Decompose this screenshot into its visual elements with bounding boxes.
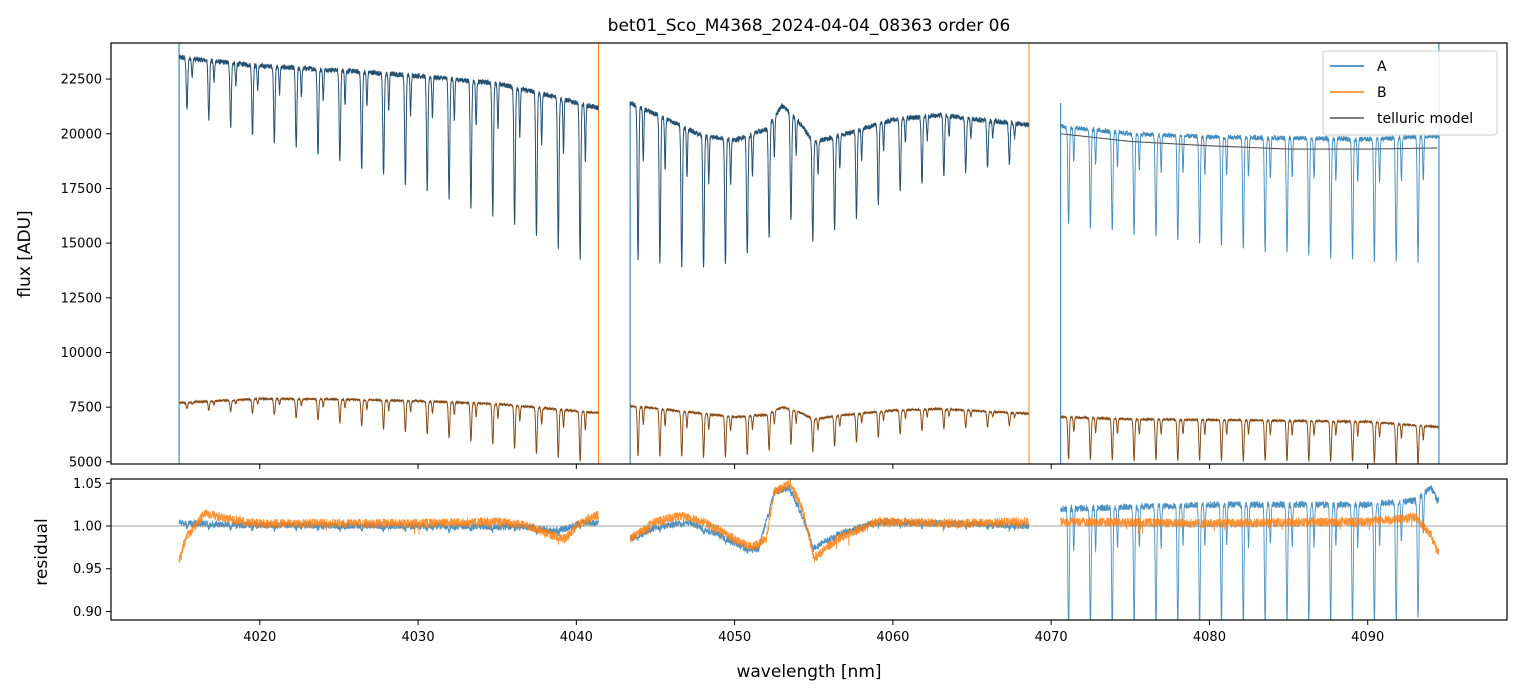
x-tick-label: 4050 <box>718 630 751 645</box>
telluric-model-a-segment <box>178 54 599 260</box>
legend-label-telluric: telluric model <box>1377 111 1473 127</box>
residual-y-tick-label: 0.95 <box>73 562 102 577</box>
flux-panel-axes: 5000 7500 10000 12500 15000 17500 20000 22500 <box>61 73 1369 470</box>
flux-y-tick-label: 22500 <box>61 73 102 88</box>
x-tick-label: 4080 <box>1193 630 1226 645</box>
residual-panel-data <box>111 479 1507 620</box>
telluric-model-b-segment <box>1060 414 1440 464</box>
flux-panel-data <box>178 43 1440 464</box>
legend-label-a: A <box>1377 59 1387 75</box>
flux-y-tick-label: 20000 <box>61 127 102 142</box>
flux-y-tick-label: 5000 <box>69 455 102 470</box>
x-tick-label: 4020 <box>243 630 276 645</box>
telluric-model-a-segment <box>1060 133 1438 150</box>
residual-y-tick-label: 1.05 <box>73 477 102 492</box>
flux-y-tick-label: 15000 <box>61 237 102 252</box>
chart-title: bet01_Sco_M4368_2024-04-04_08363 order 0… <box>608 16 1011 36</box>
x-tick-label: 4030 <box>402 630 435 645</box>
x-tick-label: 4090 <box>1351 630 1384 645</box>
flux-y-tick-label: 10000 <box>61 346 102 361</box>
residual-y-axis-label: residual <box>32 518 52 585</box>
flux-panel-frame <box>110 42 1508 465</box>
residual-y-tick-label: 1.00 <box>73 520 102 535</box>
residual-series-b-segment <box>178 509 599 563</box>
x-tick-label: 4040 <box>560 630 593 645</box>
flux-y-tick-label: 17500 <box>61 182 102 197</box>
flux-y-tick-label: 7500 <box>69 401 102 416</box>
legend: A B telluric model <box>1322 50 1498 136</box>
x-axis-label: wavelength [nm] <box>736 662 881 682</box>
residual-y-tick-label: 0.90 <box>73 605 102 620</box>
residual-panel-frame <box>110 478 1508 621</box>
flux-y-tick-label: 12500 <box>61 291 102 306</box>
flux-series-a-segment <box>629 100 1030 268</box>
telluric-model-b-segment <box>178 396 599 462</box>
residual-panel-axes: 4020 4030 4040 4050 4060 4070 4080 4090 0.90 0.95… <box>73 477 1384 645</box>
legend-box <box>1322 50 1498 136</box>
telluric-model-b-segment <box>629 404 1030 459</box>
x-tick-label: 4070 <box>1035 630 1068 645</box>
flux-series-a-segment <box>1060 124 1440 263</box>
flux-y-axis-label: flux [ADU] <box>15 210 35 297</box>
x-tick-label: 4060 <box>876 630 909 645</box>
telluric-model-a-segment <box>629 101 1030 268</box>
residual-series-b-segment <box>629 479 1030 562</box>
residual-series-b-segment <box>1060 511 1440 555</box>
residual-series-a-segment <box>1060 485 1440 620</box>
legend-label-b: B <box>1377 85 1387 101</box>
